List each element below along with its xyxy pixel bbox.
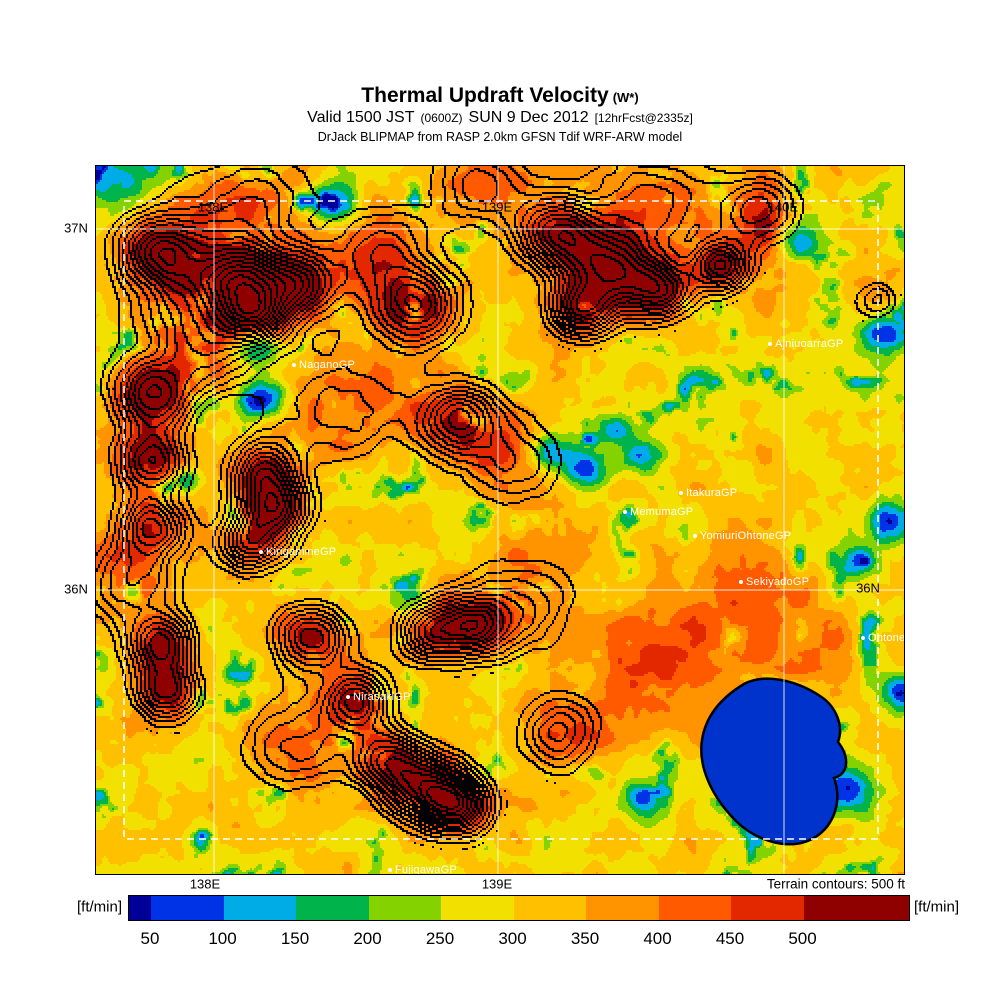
colorbar-segment-8: [658, 896, 731, 920]
colorbar-tick-350: 350: [570, 929, 600, 948]
site-marker-dot: [693, 534, 697, 538]
latlon-grid-lines: [96, 166, 904, 874]
grid-label-37n-left: 37N: [64, 220, 88, 236]
colorbar-segment-3: [296, 896, 369, 920]
site-name-text: ItakuraGP: [686, 487, 738, 499]
colorbar-tick-200: 200: [353, 929, 382, 948]
valid-forecast-tag: [12hrFcst@2335z]: [594, 111, 693, 125]
site-marker-dot: [388, 868, 392, 872]
valid-zulu: (0600Z): [420, 111, 463, 125]
map-overlay: [96, 166, 904, 874]
valid-date: SUN 9 Dec 2012: [468, 109, 589, 126]
site-label-OhtoneGP: OhtoneGP: [861, 632, 905, 644]
title-note: (W*): [612, 90, 639, 105]
site-name-text: AjniuoarraGP: [775, 338, 844, 350]
site-marker-dot: [861, 636, 865, 640]
grid-label-138e-bottom: 138E: [189, 876, 221, 892]
site-marker-dot: [346, 695, 350, 699]
colorbar-segment-10: [803, 896, 909, 920]
colorbar-tick-400: 400: [643, 929, 672, 948]
terrain-contour-note: Terrain contours: 500 ft: [766, 876, 905, 892]
colorbar-segment-9: [731, 896, 804, 920]
colorbar-segment-5: [441, 896, 514, 920]
colorbar-segment-1: [151, 896, 224, 920]
colorbar-unit-right: [ft/min]: [914, 898, 960, 916]
colorbar-segment-0: [129, 896, 151, 920]
map-area: NaganoGP AjniuoarraGP ItakuraGP MemumaGP Yom…: [95, 165, 905, 875]
site-marker-dot: [259, 550, 263, 554]
model-line: DrJack BLIPMAP from RASP 2.0km GFSN Tdif…: [317, 130, 683, 144]
site-label-YomiuriOhtoneGP: YomiuriOhtoneGP: [693, 530, 791, 542]
title-text: Thermal Updraft Velocity: [361, 84, 609, 107]
valid-prefix: Valid 1500 JST: [307, 109, 415, 126]
site-label-ItakuraGP: ItakuraGP: [679, 487, 737, 499]
page-title: Thermal Updraft Velocity (W*): [0, 84, 1000, 108]
grid-label-139e-bottom: 139E: [481, 876, 513, 892]
site-marker-dot: [739, 580, 743, 584]
site-name-text: KirigamineGP: [266, 546, 337, 558]
valid-time-line: Valid 1500 JST (0600Z) SUN 9 Dec 2012 [12hr…: [0, 109, 1000, 127]
colorbar-tick-500: 500: [788, 929, 817, 948]
colorbar-tick-100: 100: [208, 929, 237, 948]
site-label-AjniuoarraGP: AjniuoarraGP: [768, 338, 843, 350]
site-name-text: SekiyadoGP: [746, 576, 810, 588]
bay-water: [700, 677, 848, 846]
site-name-text: NirasakiGP: [353, 691, 411, 703]
site-label-SekiyadoGP: SekiyadoGP: [739, 576, 809, 588]
grid-label-36n-left: 36N: [64, 581, 88, 597]
site-marker-dot: [623, 510, 627, 514]
colorbar-tick-450: 450: [715, 929, 745, 948]
colorbar-tick-50: 50: [140, 929, 160, 948]
colorbar-segment-6: [513, 896, 586, 920]
site-label-FujigawaGP: FujigawaGP: [388, 864, 457, 875]
colorbar-segment-4: [368, 896, 441, 920]
site-label-NaganoGP: NaganoGP: [292, 359, 355, 371]
colorbar-tick-300: 300: [498, 929, 527, 948]
site-marker-dot: [768, 342, 772, 346]
site-label-layer: NaganoGP AjniuoarraGP ItakuraGP MemumaGP Yom…: [96, 166, 904, 874]
domain-boundary-dashed: [123, 200, 879, 840]
site-label-NirasakiGP: NirasakiGP: [346, 691, 411, 703]
site-marker-dot: [292, 363, 296, 367]
site-name-text: NaganoGP: [299, 359, 356, 371]
site-name-text: FujigawaGP: [395, 864, 457, 875]
colorbar-tick-250: 250: [425, 929, 455, 948]
site-name-text: YomiuriOhtoneGP: [700, 530, 792, 542]
site-label-KirigamineGP: KirigamineGP: [259, 546, 336, 558]
site-marker-dot: [679, 491, 683, 495]
site-label-MemumaGP: MemumaGP: [623, 506, 693, 518]
colorbar: [128, 895, 910, 921]
colorbar-segment-2: [223, 896, 296, 920]
site-name-text: OhtoneGP: [868, 632, 905, 644]
colorbar-unit-left: [ft/min]: [76, 898, 122, 916]
site-name-text: MemumaGP: [630, 506, 694, 518]
colorbar-tick-150: 150: [280, 929, 310, 948]
colorbar-segment-7: [586, 896, 659, 920]
